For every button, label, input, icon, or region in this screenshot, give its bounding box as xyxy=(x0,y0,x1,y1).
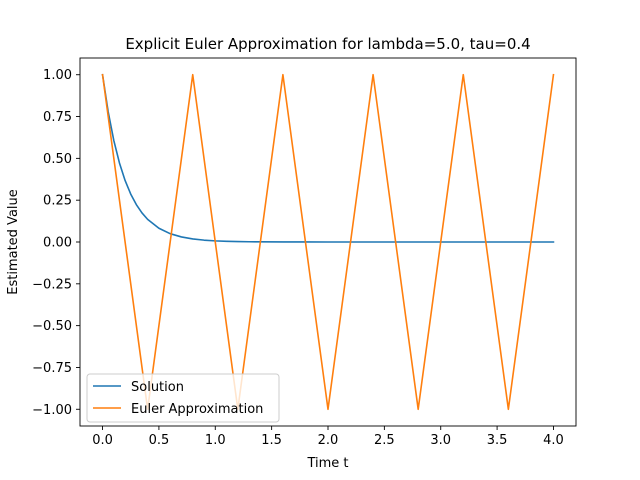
x-tick-label: 4.0 xyxy=(543,433,564,448)
y-axis-label: Estimated Value xyxy=(6,189,21,295)
y-tick-label: 0.75 xyxy=(43,110,72,125)
x-tick-label: 0.0 xyxy=(92,433,113,448)
x-tick-label: 3.0 xyxy=(430,433,451,448)
series-line-euler-approximation xyxy=(101,73,555,411)
x-tick-label: 1.0 xyxy=(205,433,226,448)
y-tick-label: 0.00 xyxy=(43,236,72,251)
plot-area: 0.0 0.5 1.0 1.5 2.0 2.5 3.0 3.5 4.0 1.00 0.75 0.50 0… xyxy=(32,57,577,448)
x-tick-label: 1.5 xyxy=(261,433,282,448)
x-tick-label: 2.0 xyxy=(318,433,339,448)
legend-label-solution: Solution xyxy=(131,380,184,395)
chart-title: Explicit Euler Approximation for lambda=… xyxy=(125,35,530,53)
y-tick-label: −0.50 xyxy=(32,319,72,334)
x-tick-label: 2.5 xyxy=(374,433,395,448)
y-tick-label: −1.00 xyxy=(32,403,72,418)
x-tick-label: 0.5 xyxy=(149,433,170,448)
y-tick-label: −0.25 xyxy=(32,277,72,292)
legend: Solution Euler Approximation xyxy=(86,373,280,423)
x-axis-label: Time t xyxy=(306,456,348,471)
legend-frame xyxy=(86,373,280,423)
y-tick-label: 1.00 xyxy=(43,68,72,83)
y-tick-label: −0.75 xyxy=(32,361,72,376)
y-tick-label: 0.25 xyxy=(43,194,72,209)
series-line-solution xyxy=(101,73,555,243)
y-tick-label: 0.50 xyxy=(43,152,72,167)
legend-label-euler: Euler Approximation xyxy=(131,402,263,417)
x-tick-label: 3.5 xyxy=(487,433,508,448)
